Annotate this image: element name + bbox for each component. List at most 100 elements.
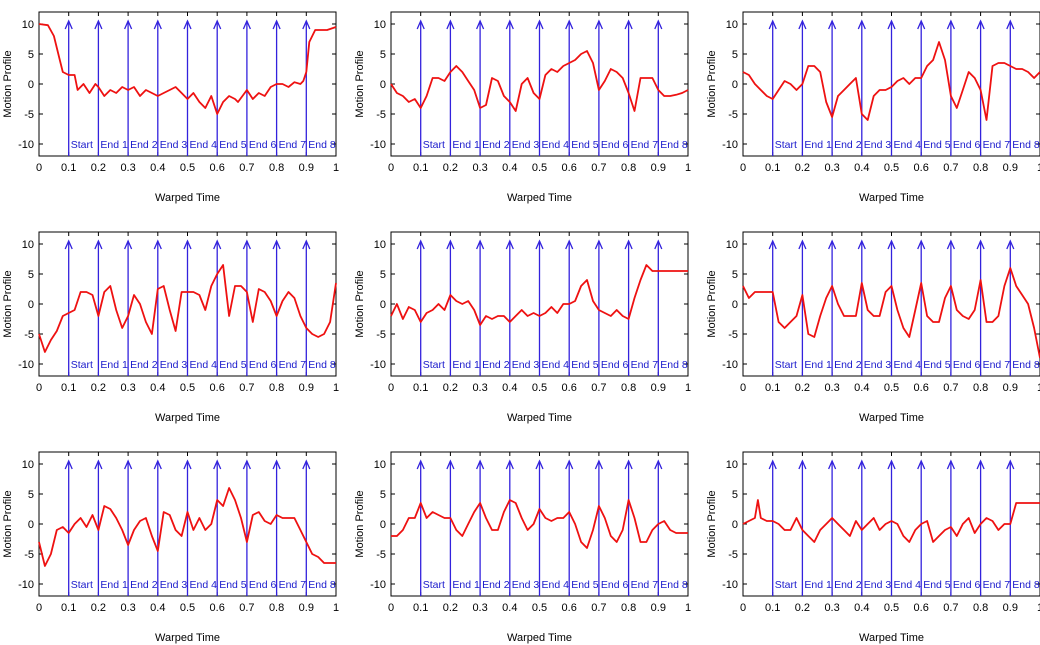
event-arrow-head — [857, 19, 866, 30]
event-arrow-head — [946, 459, 955, 470]
event-label: End 3 — [512, 359, 540, 371]
x-tick-label: 0.7 — [239, 602, 254, 614]
x-tick-label: 0 — [740, 602, 746, 614]
x-tick-label: 0.1 — [765, 162, 780, 174]
x-tick-label: 0.4 — [502, 602, 517, 614]
event-arrow-head — [476, 239, 485, 250]
y-tick-label: -10 — [370, 359, 386, 371]
x-tick-label: 0.4 — [854, 382, 869, 394]
x-tick-label: 0.5 — [532, 162, 547, 174]
event-label: End 3 — [160, 139, 188, 151]
y-tick-label: 0 — [732, 519, 738, 531]
x-tick-label: 0.2 — [795, 162, 810, 174]
y-tick-label: 5 — [28, 269, 34, 281]
x-tick-label: 0.3 — [120, 602, 135, 614]
y-axis-label: Motion Profile — [354, 270, 366, 337]
x-tick-label: 0.6 — [914, 162, 929, 174]
y-tick-label: 10 — [374, 459, 386, 471]
event-label: End 8 — [660, 139, 688, 151]
event-label: End 5 — [923, 579, 951, 591]
event-arrow-head — [828, 239, 837, 250]
y-tick-label: 5 — [28, 489, 34, 501]
y-tick-label: -10 — [18, 139, 34, 151]
event-arrow-head — [476, 19, 485, 30]
event-arrow-head — [654, 459, 663, 470]
event-arrow-head — [505, 19, 514, 30]
y-tick-label: -10 — [18, 579, 34, 591]
x-tick-label: 1 — [333, 382, 339, 394]
y-tick-label: 0 — [732, 79, 738, 91]
y-tick-label: -5 — [24, 109, 34, 121]
x-tick-label: 0.6 — [210, 602, 225, 614]
y-tick-label: 10 — [374, 19, 386, 31]
event-label: End 2 — [482, 139, 510, 151]
x-axis-label: Warped Time — [507, 192, 572, 204]
y-tick-label: 0 — [380, 79, 386, 91]
event-arrow-head — [94, 239, 103, 250]
event-label: End 8 — [308, 139, 336, 151]
y-tick-label: 5 — [28, 49, 34, 61]
event-label: End 2 — [834, 579, 862, 591]
x-tick-label: 0.4 — [854, 162, 869, 174]
motion-profile-line — [391, 499, 688, 549]
event-arrow-head — [94, 19, 103, 30]
x-tick-label: 0.3 — [824, 602, 839, 614]
event-label: End 7 — [631, 579, 659, 591]
event-arrow-head — [153, 239, 162, 250]
x-tick-label: 0.7 — [943, 602, 958, 614]
x-tick-label: 0.3 — [824, 162, 839, 174]
event-arrow-head — [242, 19, 251, 30]
event-label: End 2 — [130, 579, 158, 591]
event-arrow-head — [64, 19, 73, 30]
x-axis-label: Warped Time — [155, 412, 220, 424]
x-tick-label: 0.2 — [795, 602, 810, 614]
event-arrow-head — [124, 239, 133, 250]
x-tick-label: 0 — [388, 162, 394, 174]
event-arrow-head — [565, 459, 574, 470]
x-tick-label: 0.5 — [180, 602, 195, 614]
y-tick-label: 5 — [732, 49, 738, 61]
event-arrow-head — [828, 459, 837, 470]
event-label: End 3 — [160, 359, 188, 371]
y-tick-label: 10 — [726, 239, 738, 251]
event-label: End 4 — [190, 139, 218, 151]
chart-panel-4: 0 0.1 0.2 0.3 0.4 0.5 0.6 0.7 0.8 0.9 1 10 5 0 -5 -10 Wa… — [2, 231, 339, 424]
event-label: End 5 — [571, 579, 599, 591]
event-label: End 3 — [160, 579, 188, 591]
x-tick-label: 0.1 — [413, 382, 428, 394]
event-arrow-head — [272, 239, 281, 250]
event-label: End 1 — [804, 139, 832, 151]
y-tick-label: 10 — [726, 19, 738, 31]
chart-panel-5: 0 0.1 0.2 0.3 0.4 0.5 0.6 0.7 0.8 0.9 1 10 5 0 -5 -10 Wa… — [354, 231, 691, 424]
x-tick-label: 0.2 — [443, 602, 458, 614]
x-tick-label: 0.7 — [943, 162, 958, 174]
event-label: Start — [423, 139, 445, 151]
event-label: End 7 — [983, 579, 1011, 591]
x-tick-label: 0.1 — [765, 382, 780, 394]
event-label: End 2 — [834, 139, 862, 151]
event-arrow-head — [416, 459, 425, 470]
event-arrow-head — [976, 19, 985, 30]
y-axis-label: Motion Profile — [354, 490, 366, 557]
x-tick-label: 0.7 — [591, 382, 606, 394]
event-arrow-head — [887, 459, 896, 470]
x-tick-label: 1 — [1037, 382, 1040, 394]
x-tick-label: 0.8 — [269, 382, 284, 394]
event-arrow-head — [302, 19, 311, 30]
x-tick-label: 0.2 — [795, 382, 810, 394]
y-axis-label: Motion Profile — [706, 270, 718, 337]
x-tick-label: 0.1 — [413, 162, 428, 174]
x-tick-label: 0.8 — [621, 602, 636, 614]
x-tick-label: 0.2 — [443, 382, 458, 394]
event-arrow-head — [1006, 19, 1015, 30]
y-tick-label: 10 — [726, 459, 738, 471]
event-label: End 2 — [482, 359, 510, 371]
x-tick-label: 0.5 — [884, 162, 899, 174]
y-tick-label: 10 — [22, 459, 34, 471]
x-tick-label: 1 — [685, 162, 691, 174]
y-tick-label: 10 — [374, 239, 386, 251]
motion-profile-line — [742, 41, 1040, 121]
x-tick-label: 0.6 — [562, 382, 577, 394]
event-label: End 2 — [130, 359, 158, 371]
event-label: End 4 — [190, 359, 218, 371]
